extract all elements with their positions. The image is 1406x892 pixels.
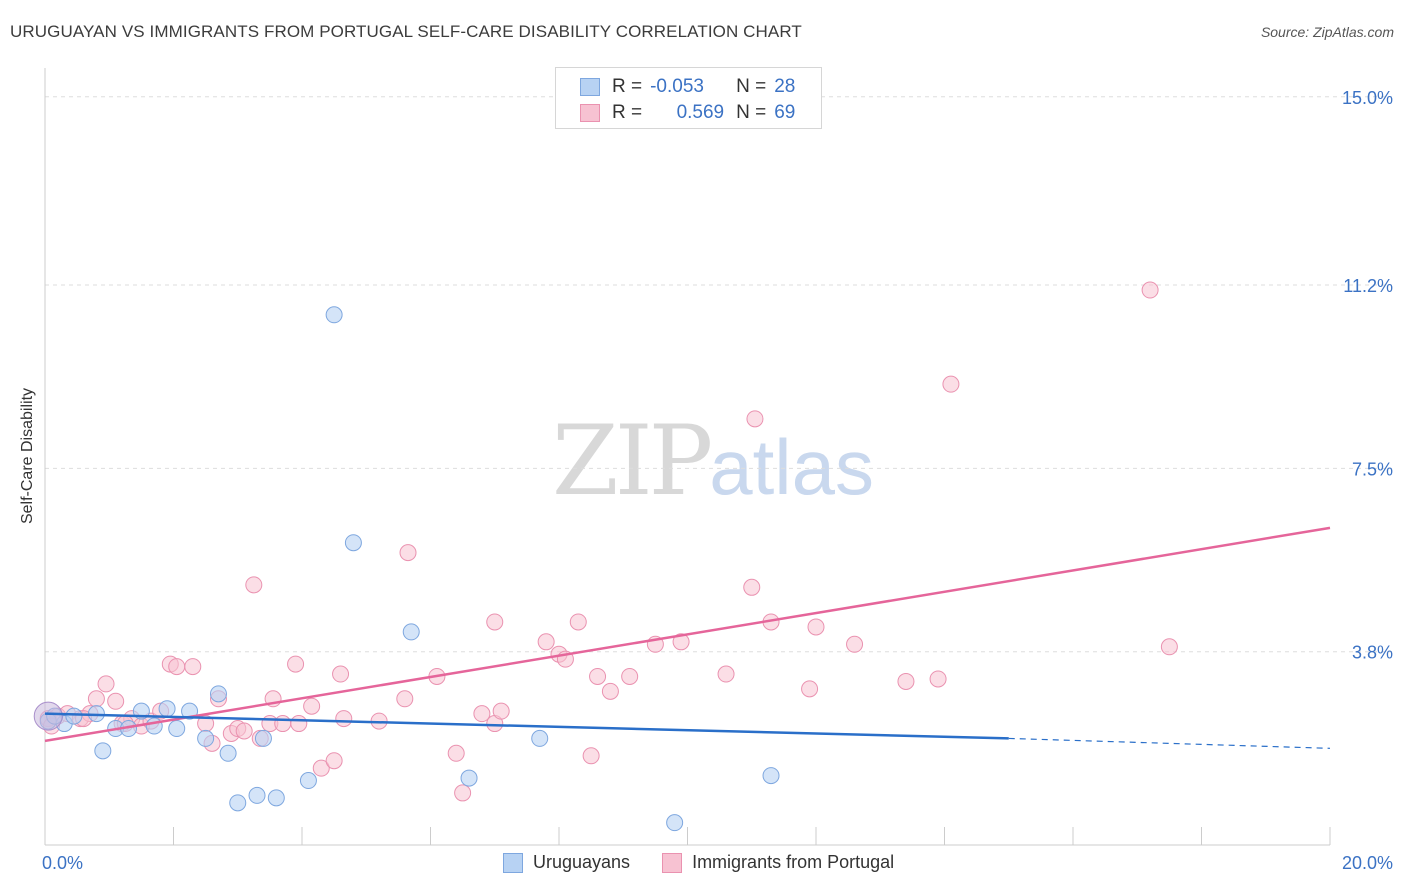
portugal-point (601, 682, 619, 700)
portugal-point (717, 665, 735, 683)
portugal-point (303, 697, 321, 715)
watermark-zip: ZIP (552, 405, 713, 517)
portugal-point (929, 670, 947, 688)
portugal-point (87, 690, 105, 708)
y-tick-label: 3.8% (1352, 643, 1393, 663)
portugal-point (621, 667, 639, 685)
portugal-point (396, 690, 414, 708)
portugal-point (97, 675, 115, 693)
uruguayan-point (158, 700, 176, 718)
portugal-point (274, 715, 292, 733)
bottom-legend: Uruguayans Immigrants from Portugal (503, 852, 926, 873)
legend-n-value-2: 69 (774, 102, 796, 123)
legend-n-label-1: N = (736, 76, 767, 97)
portugal-point (1160, 638, 1178, 656)
bottom-legend-label-2: Immigrants from Portugal (692, 852, 895, 872)
uruguayan-point (325, 306, 343, 324)
legend-swatch-pink (580, 104, 600, 122)
uruguayan-point (197, 729, 215, 747)
portugal-point (746, 410, 764, 428)
uruguayan-point (762, 767, 780, 785)
source-label: Source: ZipAtlas.com (1260, 24, 1394, 40)
uruguayan-point (666, 814, 684, 832)
portugal-point (184, 658, 202, 676)
uruguayan-point (145, 717, 163, 735)
uruguayan-point (299, 772, 317, 790)
portugal-point (492, 702, 510, 720)
portugal-point (897, 672, 915, 690)
legend-r-label-1: R = (612, 76, 643, 97)
uruguayan-point (229, 794, 247, 812)
portugal-trend-line (44, 526, 1331, 743)
uruguayan-point (219, 744, 237, 762)
uruguayan-point (531, 729, 549, 747)
uruguayan-trend-extension (1008, 737, 1331, 749)
legend-row-portugal: R = 0.569 N = 69 (580, 101, 795, 125)
y-tick-label: 7.5% (1352, 459, 1393, 479)
uruguayan-point (65, 707, 83, 725)
uruguayan-point (267, 789, 285, 807)
portugal-point (454, 784, 472, 802)
portugal-point (672, 633, 690, 651)
legend-row-uruguayans: R = -0.053 N = 28 (580, 75, 795, 99)
legend-r-value-1: -0.053 (650, 76, 704, 97)
portugal-point (447, 744, 465, 762)
portugal-point (290, 715, 308, 733)
uruguayan-point (209, 685, 227, 703)
portugal-point (582, 747, 600, 765)
legend-n-value-1: 28 (774, 76, 796, 97)
portugal-point (743, 578, 761, 596)
uruguayan-point (94, 742, 112, 760)
portugal-point (245, 576, 263, 594)
y-tick-label: 11.2% (1343, 276, 1393, 296)
bottom-legend-swatch-blue (503, 852, 523, 873)
portugal-point (589, 667, 607, 685)
bottom-legend-portugal: Immigrants from Portugal (662, 852, 894, 873)
portugal-point (486, 613, 504, 631)
portugal-point (801, 680, 819, 698)
y-tick-label: 15.0% (1342, 88, 1393, 108)
bottom-legend-uruguayans: Uruguayans (503, 852, 630, 873)
legend-r-label-2: R = (612, 102, 643, 123)
x-tick-label-max: 20.0% (1342, 853, 1393, 873)
bottom-legend-label-1: Uruguayans (533, 852, 631, 872)
correlation-legend: R = -0.053 N = 28 R = 0.569 N = 69 (555, 67, 822, 129)
portugal-point (537, 633, 555, 651)
x-tick-label-min: 0.0% (42, 853, 83, 873)
portugal-point (569, 613, 587, 631)
portugal-point (1141, 281, 1159, 299)
bottom-legend-swatch-pink (662, 852, 683, 873)
portugal-point (235, 722, 253, 740)
portugal-point (335, 710, 353, 728)
watermark-atlas: atlas (709, 423, 874, 511)
uruguayan-point (344, 534, 362, 552)
watermark: ZIPatlas (552, 405, 874, 517)
cluster-point (33, 701, 63, 731)
portugal-point (846, 635, 864, 653)
portugal-point (942, 375, 960, 393)
portugal-point (312, 759, 330, 777)
portugal-point (107, 692, 125, 710)
legend-r-value-2: 0.569 (676, 102, 725, 123)
uruguayan-point (402, 623, 420, 641)
uruguayan-trend-line (44, 712, 1009, 740)
portugal-point (332, 665, 350, 683)
portugal-point (168, 658, 186, 676)
chart-title: URUGUAYAN VS IMMIGRANTS FROM PORTUGAL SE… (10, 22, 802, 41)
uruguayan-point (168, 720, 186, 738)
uruguayan-point (460, 769, 478, 787)
uruguayan-point (248, 786, 266, 804)
portugal-point (399, 544, 417, 562)
portugal-point (807, 618, 825, 636)
legend-swatch-blue (580, 78, 600, 96)
legend-n-label-2: N = (736, 102, 767, 123)
portugal-point (325, 752, 343, 770)
portugal-point (287, 655, 305, 673)
uruguayan-point (254, 729, 272, 747)
portugal-point (473, 705, 491, 723)
